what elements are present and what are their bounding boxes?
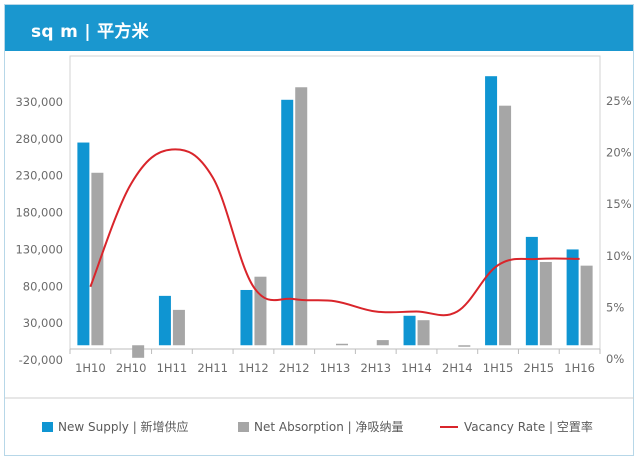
y-left-tick-label: 230,000 [15, 169, 63, 183]
plot-area [69, 55, 601, 350]
bar-new-supply [403, 315, 416, 346]
y-left-tick-label: 180,000 [15, 206, 63, 220]
chart-frame: sq m | 平方米 [4, 4, 634, 456]
y-right-tick-label: 15% [606, 197, 632, 211]
y-right-tick-label: 25% [606, 94, 632, 108]
x-tick-label: 1H12 [238, 361, 269, 375]
legend-swatch-new-supply [42, 422, 53, 432]
bar-net-absorption [91, 172, 104, 346]
y-left-tick-label: 80,000 [23, 279, 63, 293]
y-right-tick-label: 5% [606, 300, 624, 314]
bar-new-supply [485, 76, 498, 346]
bar-net-absorption [254, 276, 267, 346]
bar-new-supply [525, 236, 538, 346]
chart-title: sq m | 平方米 [31, 22, 149, 42]
bar-new-supply [77, 142, 90, 346]
x-tick-label: 1H15 [483, 361, 514, 375]
y-left-tick-label: -20,000 [19, 353, 63, 367]
x-tick-label: 2H12 [279, 361, 310, 375]
bar-net-absorption [539, 261, 552, 346]
x-tick-label: 1H14 [401, 361, 432, 375]
x-tick-label: 2H10 [116, 361, 147, 375]
x-tick-label: 1H11 [157, 361, 188, 375]
y-right-tick-label: 0% [606, 352, 624, 366]
line-vacancy-rate [89, 148, 580, 317]
y-left-tick-label: 130,000 [15, 242, 63, 256]
x-tick-label: 1H13 [320, 361, 351, 375]
bar-net-absorption [580, 265, 593, 346]
legend-label-vacancy-rate: Vacancy Rate | 空置率 [464, 419, 593, 434]
bar-new-supply [281, 99, 294, 346]
x-tick-label: 2H15 [524, 361, 555, 375]
bar-net-absorption [336, 343, 348, 346]
bar-new-supply [240, 289, 253, 346]
x-tick-label: 1H16 [564, 361, 595, 375]
x-tick-label: 2H11 [197, 361, 228, 375]
bar-net-absorption [417, 320, 430, 346]
legend-label-new-supply: New Supply | 新增供应 [58, 419, 189, 434]
y-left-tick-label: 30,000 [23, 316, 63, 330]
bar-new-supply [566, 249, 579, 346]
y-left-tick-label: 330,000 [15, 95, 63, 109]
bar-net-absorption [295, 87, 308, 346]
bar-net-absorption [458, 345, 471, 347]
legend-label-net-absorption: Net Absorption | 净吸纳量 [254, 420, 404, 434]
y-right-tick-label: 20% [606, 146, 632, 160]
y-left-tick-label: 280,000 [15, 132, 63, 146]
bar-net-absorption [172, 309, 185, 346]
bar-net-absorption [376, 340, 389, 346]
x-tick-label: 2H14 [442, 361, 473, 375]
bar-new-supply [158, 295, 171, 346]
y-right-tick-label: 10% [606, 249, 632, 263]
legend-swatch-net-absorption [238, 422, 249, 432]
bar-net-absorption [132, 345, 145, 358]
chart-header: sq m | 平方米 [5, 5, 633, 51]
bar-net-absorption [499, 105, 512, 346]
x-tick-label: 1H10 [75, 361, 106, 375]
x-tick-label: 2H13 [360, 361, 391, 375]
